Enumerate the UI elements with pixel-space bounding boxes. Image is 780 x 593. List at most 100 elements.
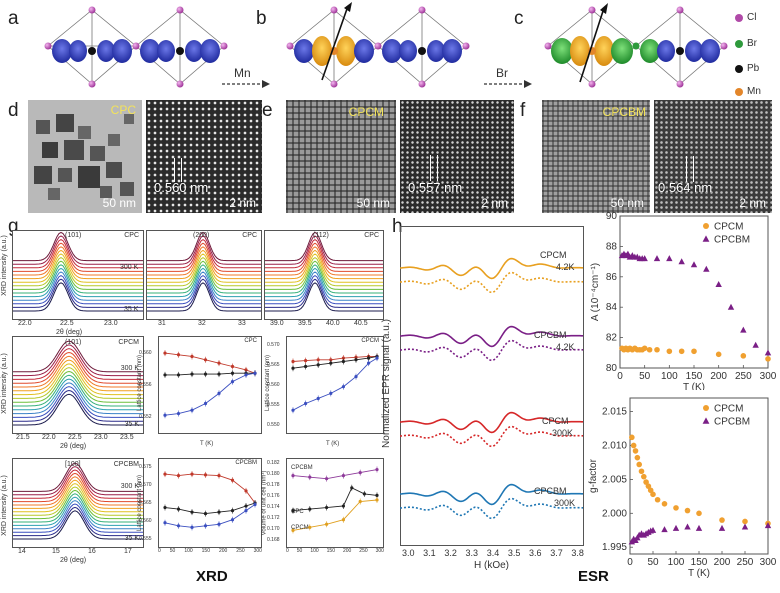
xrd-trace bbox=[13, 231, 143, 262]
x-tick-label: 300 bbox=[760, 557, 777, 568]
volume-plot bbox=[291, 466, 379, 534]
xrd-row2-temp-high: 300 K bbox=[120, 365, 139, 372]
xrd-row3-xtick-3: 17 bbox=[124, 548, 132, 555]
xrd-row2-temp-low: 35 K bbox=[124, 421, 139, 428]
xrd-trace bbox=[147, 231, 261, 262]
data-point-cpcbm bbox=[626, 253, 634, 260]
xrd-row2-xtick-1: 22.0 bbox=[42, 434, 56, 441]
esr-trace-label-3: CPCM bbox=[542, 416, 569, 426]
volume-ytick-0: 0.182 bbox=[267, 460, 280, 466]
xrd-trace bbox=[13, 239, 143, 269]
y-tick-label: 2.005 bbox=[602, 474, 627, 485]
t-tick-row-right: 0 50 100 150 200 250 300 bbox=[286, 548, 384, 554]
lattice-curve bbox=[164, 502, 256, 515]
sample-name-cpc: CPC bbox=[110, 103, 136, 117]
hrtem-cpcbm: 0.564 nm 2 nm bbox=[654, 100, 772, 213]
lattice-row2-t-xlabel-right: T (K) bbox=[326, 441, 340, 447]
lattice-cpcm-plot bbox=[291, 353, 379, 414]
legend-br: Br bbox=[747, 38, 757, 49]
panel-label-h: h bbox=[392, 216, 403, 237]
data-point-cpcbm bbox=[727, 303, 735, 310]
xrd-trace bbox=[265, 235, 383, 265]
lattice-row3-ytick-0: 0.575 bbox=[139, 464, 152, 470]
xrd-row1-title-200: (200) bbox=[193, 232, 210, 239]
xrd-trace bbox=[147, 238, 261, 269]
x-tick-label: 50 bbox=[647, 557, 659, 568]
legend-mn: Mn bbox=[747, 86, 761, 97]
esr-trace-temp-2: 4.2K bbox=[556, 342, 575, 352]
xrd-trace bbox=[13, 363, 143, 396]
data-point-cpcm bbox=[719, 517, 725, 523]
data-point-cpcbm bbox=[695, 524, 703, 531]
esr-trace bbox=[400, 257, 583, 280]
lattice-right-ytick-3: 0.555 bbox=[267, 402, 280, 408]
xrd-row1-xtick-c2: 40.0 bbox=[326, 320, 340, 327]
xrd-trace bbox=[147, 249, 261, 280]
data-point-cpcm bbox=[654, 346, 660, 353]
data-point-cpcm bbox=[654, 496, 661, 503]
t-tick: 50 bbox=[169, 548, 176, 554]
xrd-row1-xtick-a0: 22.0 bbox=[18, 320, 32, 327]
data-point-cpcm bbox=[650, 491, 656, 498]
xrd-row1-title-112: (112) bbox=[313, 232, 329, 239]
xrd-trace bbox=[13, 278, 143, 308]
nanocube-pattern bbox=[34, 114, 134, 200]
xrd-row1-panel-101: (101) CPC bbox=[12, 230, 144, 320]
xrd-row1-panel-200: (200) CPC bbox=[146, 230, 262, 320]
plot-frame bbox=[619, 215, 769, 369]
orbitals-cpc bbox=[44, 6, 228, 88]
data-point-cpcm bbox=[641, 473, 647, 480]
xrd-trace bbox=[147, 260, 261, 290]
lattice-curve bbox=[292, 355, 377, 362]
data-point-cpcbm bbox=[718, 524, 726, 531]
x-tick-label: 0 bbox=[627, 557, 633, 568]
x-tick-label: 150 bbox=[691, 557, 708, 568]
xrd-trace bbox=[13, 386, 143, 418]
panel-label-e: e bbox=[262, 100, 273, 121]
lattice-right-ytick-1: 0.565 bbox=[267, 362, 280, 368]
t-tick: 200 bbox=[218, 548, 228, 554]
xrd-trace bbox=[147, 246, 261, 276]
lattice-curve bbox=[292, 487, 378, 512]
xrd-row1-xtick-b2: 33 bbox=[238, 320, 246, 327]
xrd-row3-traces bbox=[13, 462, 143, 540]
y-tick-label: 80 bbox=[606, 363, 618, 374]
xrd-row1-sample-101: CPC bbox=[124, 232, 139, 239]
data-point-cpcm bbox=[666, 348, 673, 355]
x-tick-label: 300 bbox=[760, 371, 777, 382]
xrd-trace bbox=[13, 355, 143, 388]
x-tick-label: 200 bbox=[710, 371, 727, 382]
xrd-trace bbox=[265, 249, 383, 280]
lattice-marker-d bbox=[174, 158, 182, 182]
xrd-trace bbox=[147, 264, 261, 294]
data-point-cpcbm bbox=[715, 281, 722, 287]
esr-xtick: 3.8 bbox=[571, 548, 584, 558]
hrtem-cpcm: 0.557 nm 2 nm bbox=[400, 100, 514, 213]
xrd-trace bbox=[13, 282, 143, 312]
xrd-trace bbox=[13, 496, 143, 526]
lattice-spacing-f: 0.564 nm bbox=[658, 180, 713, 195]
x-tick-label: 250 bbox=[737, 557, 754, 568]
legend-marker bbox=[702, 235, 710, 242]
volume-ytick-1: 0.180 bbox=[267, 471, 280, 477]
data-point-cpcm bbox=[684, 507, 691, 514]
lattice-row3-ytick-2: 0.565 bbox=[139, 500, 152, 506]
xrd-trace bbox=[13, 271, 143, 301]
esr-trace-temp-4: 300K bbox=[554, 498, 576, 508]
sample-name-cpcbm: CPCBM bbox=[602, 105, 646, 119]
lattice-cpcm-panel: CPCM bbox=[286, 336, 384, 434]
xrd-trace bbox=[13, 486, 143, 516]
xrd-row1-xtick-c1: 39.5 bbox=[298, 320, 312, 327]
data-point-cpcbm bbox=[666, 255, 673, 262]
xrd-row3-ylabel: XRD intensity (a.u.) bbox=[0, 475, 8, 536]
xrd-trace bbox=[265, 264, 383, 294]
lattice-cpcbm-title: CPCBM bbox=[235, 460, 257, 466]
xrd-row3-xlabel: 2θ (deg) bbox=[60, 557, 87, 564]
xrd-row2-traces bbox=[13, 340, 143, 426]
x-axis-label: T (K) bbox=[688, 568, 710, 578]
lattice-curve bbox=[292, 357, 378, 411]
t-tick: 250 bbox=[359, 548, 368, 554]
xrd-row1-sample-200: CPC bbox=[242, 232, 257, 239]
esr-xtick: 3.2 bbox=[444, 548, 457, 558]
xrd-trace bbox=[265, 256, 383, 287]
